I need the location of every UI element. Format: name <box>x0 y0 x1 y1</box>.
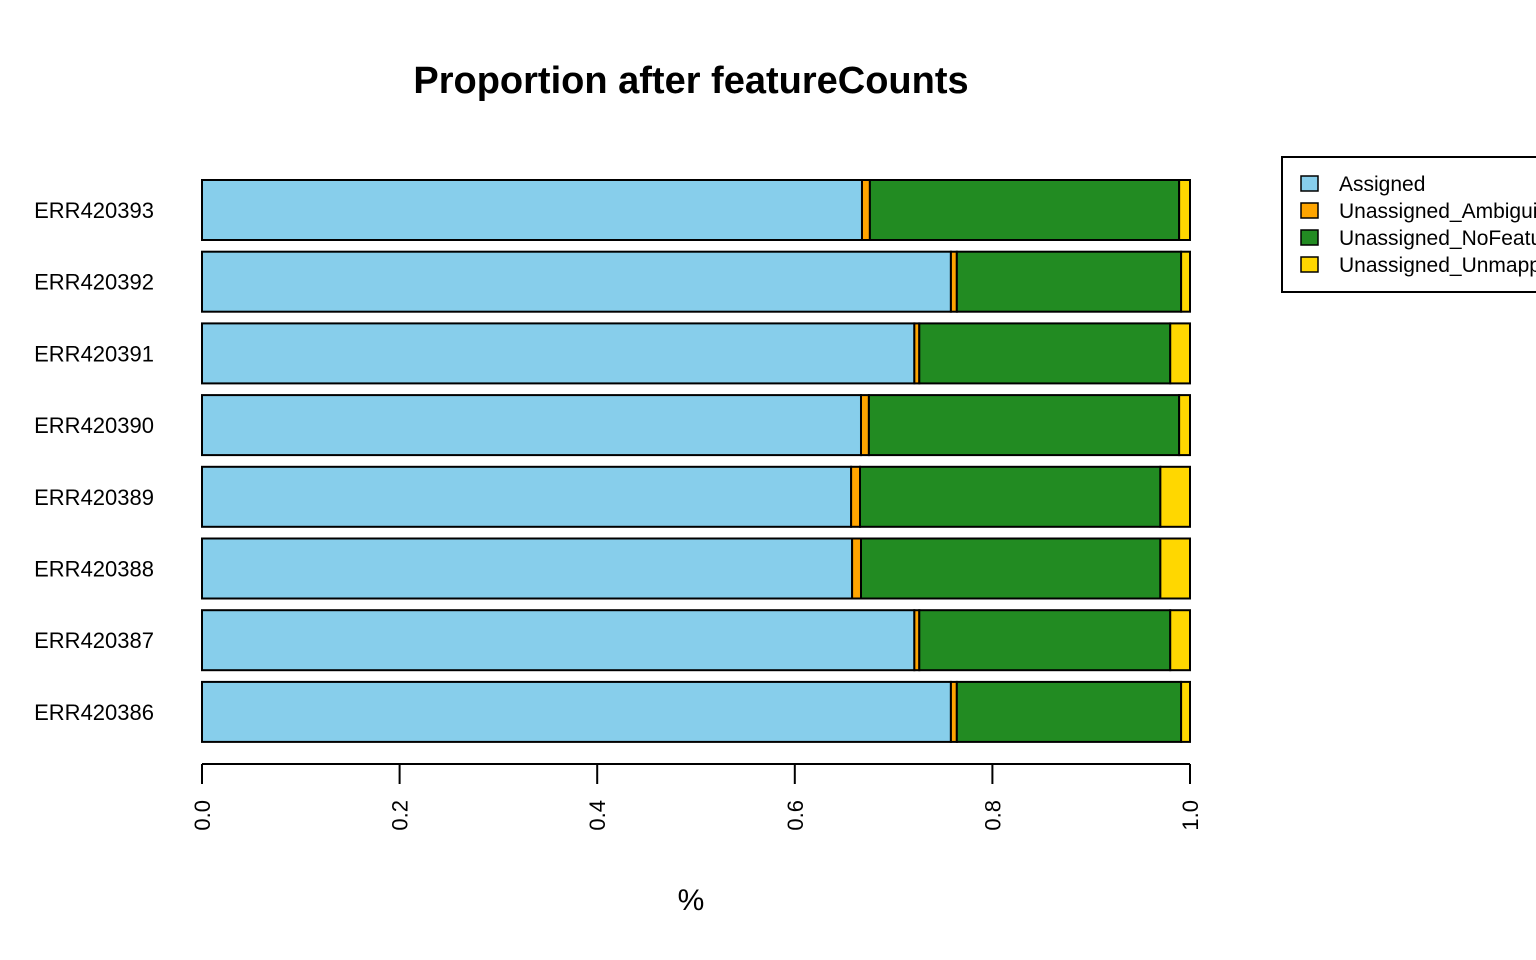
category-label: ERR420392 <box>34 270 154 295</box>
bars-group <box>201 179 1192 743</box>
legend-swatch <box>1300 175 1319 192</box>
category-labels: ERR420393 ERR420392 ERR420391 ERR420390 ERR4… <box>34 198 154 725</box>
legend-swatch <box>1300 256 1319 273</box>
bar-segment-ERR420387-unassigned_nofeatures <box>918 609 1172 672</box>
category-label: ERR420393 <box>34 198 154 223</box>
x-tick-label: 1.0 <box>1178 800 1203 831</box>
legend-label: Unassigned_NoFeatures <box>1339 227 1536 250</box>
x-tick-label: 0.8 <box>980 800 1005 831</box>
bar-segment-ERR420389-unassigned_nofeatures <box>859 465 1162 528</box>
bar-segment-ERR420389-assigned <box>201 465 853 528</box>
x-axis-label: % <box>678 884 705 917</box>
legend-swatch <box>1300 202 1319 219</box>
category-label: ERR420387 <box>34 628 154 653</box>
legend-label: Unassigned_Ambiguity <box>1339 200 1536 223</box>
legend: Assigned Unassigned_Ambiguity Unassigned_N… <box>1281 156 1536 293</box>
bar-segment-ERR420390-unassigned_nofeatures <box>867 394 1181 457</box>
category-label: ERR420390 <box>34 413 154 438</box>
bar-segment-ERR420386-unassigned_nofeatures <box>955 680 1183 743</box>
bar-segment-ERR420386-assigned <box>201 680 952 743</box>
legend-label: Unassigned_Unmapped <box>1339 254 1536 277</box>
bar-segment-ERR420391-unassigned_unmapped <box>1169 322 1191 385</box>
bar-segment-ERR420388-assigned <box>201 537 854 600</box>
bar-segment-ERR420392-unassigned_nofeatures <box>955 250 1183 313</box>
bar-segment-ERR420392-assigned <box>201 250 952 313</box>
legend-swatch <box>1300 229 1319 246</box>
bar-segment-ERR420393-assigned <box>201 179 863 241</box>
category-label: ERR420389 <box>34 485 154 510</box>
legend-box <box>1281 156 1536 293</box>
bar-segment-ERR420386-unassigned_unmapped <box>1180 680 1192 743</box>
bar-segment-ERR420393-unassigned_unmapped <box>1178 179 1191 241</box>
x-tick-label: 0.6 <box>783 800 808 831</box>
bar-segment-ERR420387-unassigned_unmapped <box>1169 609 1191 672</box>
chart-title: Proportion after featureCounts <box>413 60 968 102</box>
bar-segment-ERR420393-unassigned_ambiguity <box>860 179 871 241</box>
legend-label: Assigned <box>1339 173 1425 196</box>
bar-segment-ERR420390-assigned <box>201 394 862 457</box>
category-label: ERR420386 <box>34 700 154 725</box>
x-axis: 0.0 0.2 0.4 0.6 0.8 1.0 <box>190 763 1203 831</box>
bar-segment-ERR420388-unassigned_unmapped <box>1159 537 1191 600</box>
x-tick-label: 0.0 <box>190 800 215 831</box>
x-tick-label: 0.2 <box>388 800 413 831</box>
category-label: ERR420388 <box>34 557 154 582</box>
bar-segment-ERR420393-unassigned_nofeatures <box>868 179 1181 241</box>
bar-segment-ERR420388-unassigned_nofeatures <box>859 537 1162 600</box>
category-label: ERR420391 <box>34 341 154 366</box>
bar-segment-ERR420390-unassigned_ambiguity <box>859 394 870 457</box>
bar-segment-ERR420389-unassigned_ambiguity <box>850 465 862 528</box>
bar-segment-ERR420387-assigned <box>201 609 916 672</box>
bar-segment-ERR420389-unassigned_unmapped <box>1159 465 1191 528</box>
bar-segment-ERR420392-unassigned_unmapped <box>1180 250 1192 313</box>
bar-segment-ERR420391-assigned <box>201 322 916 385</box>
bar-segment-ERR420390-unassigned_unmapped <box>1178 394 1191 457</box>
bar-segment-ERR420391-unassigned_nofeatures <box>918 322 1172 385</box>
bar-segment-ERR420388-unassigned_ambiguity <box>851 537 862 600</box>
x-tick-label: 0.4 <box>585 800 610 831</box>
